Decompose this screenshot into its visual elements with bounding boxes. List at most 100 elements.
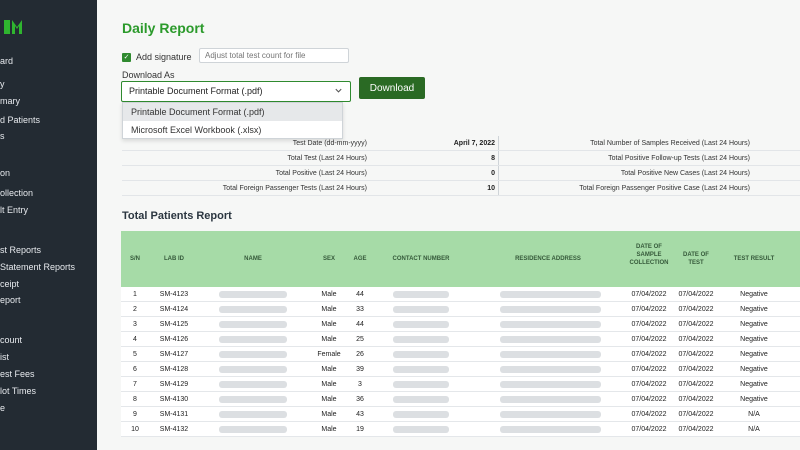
- test-date-cell: 07/04/2022: [678, 381, 714, 388]
- sex-cell: Male: [321, 366, 337, 373]
- table-row[interactable]: 4 SM-4126 Male 25 07/04/2022 07/04/2022 Negati…: [121, 332, 800, 347]
- column-header-date-of-sample-collection[interactable]: DATE OF SAMPLE COLLECTION: [629, 244, 669, 266]
- lab-id-cell: SM-4131: [159, 411, 189, 418]
- name-redacted: [219, 306, 287, 313]
- sidebar-item[interactable]: ceipt: [0, 279, 20, 289]
- sample-date-cell: 07/04/2022: [631, 321, 667, 328]
- add-signature-label: Add signature: [136, 52, 192, 62]
- patients-report-title: Total Patients Report: [122, 210, 232, 222]
- test-result-cell: Negative: [740, 381, 768, 388]
- sidebar-item[interactable]: y: [0, 79, 5, 89]
- sex-cell: Male: [321, 306, 337, 313]
- table-row[interactable]: 5 SM-4127 Female 26 07/04/2022 07/04/2022 Nega…: [121, 347, 800, 362]
- sidebar-item[interactable]: on: [0, 168, 11, 178]
- column-header-date-of-test[interactable]: DATE OF TEST: [683, 252, 709, 266]
- patients-table-body: 1 SM-4123 Male 44 07/04/2022 07/04/2022 Negati…: [121, 287, 800, 437]
- contact-redacted: [393, 381, 449, 388]
- add-signature-checkbox[interactable]: ✓: [122, 52, 131, 62]
- sidebar-item[interactable]: mary: [0, 96, 20, 106]
- test-date-cell: 07/04/2022: [678, 396, 714, 403]
- sidebar-item[interactable]: eport: [0, 295, 21, 305]
- name-redacted: [219, 366, 287, 373]
- sample-date-cell: 07/04/2022: [631, 381, 667, 388]
- contact-redacted: [393, 411, 449, 418]
- format-option-xlsx[interactable]: Microsoft Excel Workbook (.xlsx): [131, 125, 262, 135]
- table-row[interactable]: 3 SM-4125 Male 44 07/04/2022 07/04/2022 Negati…: [121, 317, 800, 332]
- table-row[interactable]: 6 SM-4128 Male 39 07/04/2022 07/04/2022 Negati…: [121, 362, 800, 377]
- column-header-test-result[interactable]: TEST RESULT: [733, 256, 775, 262]
- sex-cell: Male: [321, 381, 337, 388]
- patients-table-header: S/N LAB ID NAME SEX AGE CONTACT NUMBER RESIDEN…: [121, 231, 800, 287]
- table-row[interactable]: 1 SM-4123 Male 44 07/04/2022 07/04/2022 Negati…: [121, 287, 800, 302]
- age-cell: 36: [356, 396, 364, 403]
- app-logo-icon: [4, 20, 22, 34]
- sidebar-item[interactable]: d Patients: [0, 115, 41, 125]
- sex-cell: Male: [321, 411, 337, 418]
- sidebar-item[interactable]: count: [0, 335, 23, 345]
- sidebar-item[interactable]: est Fees: [0, 369, 35, 379]
- sidebar-item[interactable]: st Reports: [0, 245, 42, 255]
- sn-cell: 2: [133, 306, 137, 313]
- sample-date-cell: 07/04/2022: [631, 306, 667, 313]
- sidebar-item[interactable]: lt Entry: [0, 205, 29, 215]
- summary-left-value: April 7, 2022: [453, 140, 495, 147]
- test-result-cell: Negative: [740, 306, 768, 313]
- column-header-age[interactable]: AGE: [353, 256, 367, 262]
- sidebar-item[interactable]: ollection: [0, 188, 34, 198]
- sidebar-item[interactable]: ist: [0, 352, 9, 362]
- test-count-input[interactable]: [199, 48, 349, 63]
- age-cell: 25: [356, 336, 364, 343]
- download-as-label: Download As: [122, 70, 175, 80]
- lab-id-cell: SM-4132: [159, 426, 189, 433]
- sidebar-item[interactable]: lot Times: [0, 386, 37, 396]
- summary-left-value: 0: [491, 170, 495, 177]
- address-redacted: [500, 411, 601, 418]
- table-row[interactable]: 2 SM-4124 Male 33 07/04/2022 07/04/2022 Negati…: [121, 302, 800, 317]
- page-title: Daily Report: [122, 20, 205, 36]
- summary-left-value: 8: [491, 155, 495, 162]
- test-result-cell: Negative: [740, 336, 768, 343]
- name-redacted: [219, 291, 287, 298]
- lab-id-cell: SM-4125: [159, 321, 189, 328]
- test-date-cell: 07/04/2022: [678, 321, 714, 328]
- summary-left-label: Total Foreign Passenger Tests (Last 24 H…: [222, 185, 367, 192]
- test-result-cell: Negative: [740, 366, 768, 373]
- summary-row: Total Test (Last 24 Hours) 8 Total Positiv…: [122, 151, 800, 166]
- format-option-pdf[interactable]: Printable Document Format (.pdf): [123, 103, 342, 121]
- name-redacted: [219, 411, 287, 418]
- age-cell: 44: [356, 291, 364, 298]
- address-redacted: [500, 336, 601, 343]
- address-redacted: [500, 321, 601, 328]
- format-select-value: Printable Document Format (.pdf): [129, 86, 263, 96]
- test-result-cell: Negative: [740, 321, 768, 328]
- address-redacted: [500, 306, 601, 313]
- download-button[interactable]: Download: [359, 77, 425, 99]
- add-signature-row[interactable]: ✓ Add signature: [122, 50, 192, 64]
- sidebar-item[interactable]: s: [0, 131, 5, 141]
- column-header-sn[interactable]: S/N: [129, 256, 140, 262]
- table-row[interactable]: 8 SM-4130 Male 36 07/04/2022 07/04/2022 Negati…: [121, 392, 800, 407]
- contact-redacted: [393, 351, 449, 358]
- sample-date-cell: 07/04/2022: [631, 291, 667, 298]
- summary-row: Total Foreign Passenger Tests (Last 24 H…: [122, 181, 800, 196]
- summary-right-label: Total Number of Samples Received (Last 2…: [590, 140, 750, 147]
- lab-id-cell: SM-4124: [159, 306, 189, 313]
- column-header-name[interactable]: NAME: [244, 256, 262, 262]
- sn-cell: 7: [133, 381, 137, 388]
- contact-redacted: [393, 321, 449, 328]
- sidebar-item[interactable]: e: [0, 403, 6, 413]
- sidebar-item[interactable]: Statement Reports: [0, 262, 76, 272]
- sample-date-cell: 07/04/2022: [631, 396, 667, 403]
- column-header-residence-address[interactable]: RESIDENCE ADDRESS: [515, 256, 581, 262]
- table-row[interactable]: 7 SM-4129 Male 3 07/04/2022 07/04/2022 Negativ…: [121, 377, 800, 392]
- column-header-sex[interactable]: SEX: [322, 256, 335, 262]
- column-header-contact-number[interactable]: CONTACT NUMBER: [392, 256, 450, 262]
- format-select[interactable]: Printable Document Format (.pdf): [121, 81, 351, 102]
- contact-redacted: [393, 396, 449, 403]
- sidebar-item[interactable]: ard: [0, 56, 14, 66]
- sn-cell: 5: [133, 351, 137, 358]
- column-header-lab-id[interactable]: LAB ID: [164, 256, 184, 262]
- sn-cell: 4: [133, 336, 137, 343]
- table-row[interactable]: 10 SM-4132 Male 19 07/04/2022 07/04/2022 N/A: [121, 422, 800, 437]
- table-row[interactable]: 9 SM-4131 Male 43 07/04/2022 07/04/2022 N/A: [121, 407, 800, 422]
